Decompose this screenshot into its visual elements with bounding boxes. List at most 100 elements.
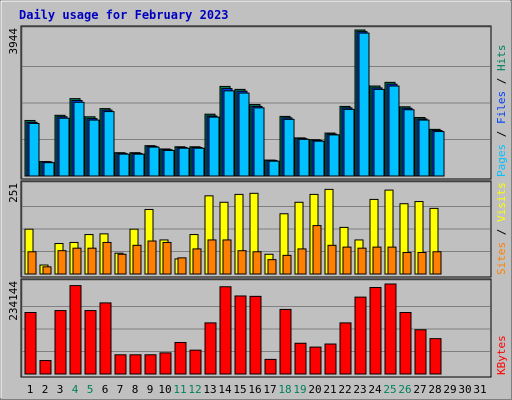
- bar-sites-16: [252, 251, 262, 275]
- bar-pages-2: [43, 162, 55, 177]
- x-tick-label: 3: [57, 383, 64, 396]
- bar-pages-18: [283, 118, 295, 177]
- bar-kbytes-1: [24, 311, 37, 375]
- bar-kbytes-28: [429, 338, 442, 375]
- legend-kbytes: KBytes: [495, 335, 508, 375]
- bar-sites-10: [162, 241, 172, 275]
- bar-kbytes-27: [414, 329, 427, 375]
- bar-sites-13: [207, 239, 217, 275]
- bar-pages-25: [388, 85, 400, 177]
- bar-kbytes-12: [189, 349, 202, 375]
- bar-kbytes-10: [159, 352, 172, 375]
- bar-kbytes-21: [324, 343, 337, 375]
- bar-pages-9: [148, 146, 160, 177]
- panel-kbytes: 234144 KBytes: [7, 278, 508, 378]
- legend-sites: Sites: [495, 242, 508, 275]
- bar-pages-22: [343, 108, 355, 177]
- panel-legend: KBytes: [495, 335, 508, 375]
- bar-pages-12: [193, 147, 205, 177]
- x-tick-label: 22: [338, 383, 351, 396]
- x-tick-label: 10: [158, 383, 171, 396]
- bar-sites-22: [342, 246, 352, 275]
- x-tick-label: 30: [458, 383, 471, 396]
- bar-sites-3: [57, 250, 67, 275]
- bar-kbytes-19: [294, 342, 307, 375]
- x-tick-label: 8: [132, 383, 139, 396]
- bar-sites-21: [327, 244, 337, 275]
- x-tick-label: 15: [233, 383, 246, 396]
- bar-pages-6: [103, 111, 115, 177]
- bar-kbytes-11: [174, 341, 187, 375]
- bar-pages-21: [328, 134, 340, 177]
- x-tick-label: 11: [173, 383, 186, 396]
- bar-kbytes-20: [309, 346, 322, 375]
- bar-sites-15: [237, 250, 247, 275]
- legend-separator: /: [495, 124, 508, 144]
- bar-sites-19: [297, 248, 307, 275]
- x-tick-label: 16: [248, 383, 261, 396]
- bar-pages-17: [268, 160, 280, 177]
- bar-pages-24: [373, 88, 385, 177]
- bar-kbytes-18: [279, 308, 292, 375]
- bar-sites-2: [42, 266, 52, 275]
- y-max-label: 251: [7, 183, 20, 203]
- bar-pages-16: [253, 107, 265, 177]
- x-tick-label: 28: [428, 383, 441, 396]
- bar-sites-25: [387, 246, 397, 275]
- x-tick-label: 4: [72, 383, 79, 396]
- bar-kbytes-6: [99, 302, 112, 375]
- bar-pages-28: [433, 131, 445, 177]
- bar-sites-1: [27, 251, 37, 275]
- bar-kbytes-14: [219, 286, 232, 375]
- x-tick-label: 31: [473, 383, 486, 396]
- legend-pages: Pages: [495, 144, 508, 177]
- bar-sites-27: [417, 251, 427, 275]
- bar-kbytes-26: [399, 311, 412, 375]
- bar-pages-10: [163, 149, 175, 177]
- bar-kbytes-16: [249, 295, 262, 375]
- bar-pages-20: [313, 140, 325, 177]
- bar-sites-17: [267, 259, 277, 275]
- bar-sites-8: [132, 244, 142, 275]
- bar-sites-11: [177, 257, 187, 275]
- bar-pages-19: [298, 138, 310, 177]
- bar-pages-27: [418, 119, 430, 177]
- x-tick-label: 20: [308, 383, 321, 396]
- x-tick-label: 19: [293, 383, 306, 396]
- bar-kbytes-17: [264, 358, 277, 375]
- bar-pages-5: [88, 119, 100, 177]
- panel-legend: Pages / Files / Hits: [495, 45, 508, 178]
- chart-title: Daily usage for February 2023: [19, 8, 229, 22]
- x-tick-label: 9: [147, 383, 154, 396]
- bar-sites-18: [282, 254, 292, 275]
- x-tick-label: 23: [353, 383, 366, 396]
- x-tick-label: 14: [218, 383, 232, 396]
- panel-visits-sites: 251 Sites / Visits: [7, 180, 508, 278]
- bar-pages-7: [118, 153, 130, 177]
- x-tick-label: 1: [27, 383, 34, 396]
- bar-pages-14: [223, 90, 235, 177]
- x-tick-label: 5: [87, 383, 94, 396]
- bar-kbytes-3: [54, 310, 67, 375]
- bar-pages-23: [358, 32, 370, 177]
- legend-separator: /: [495, 222, 508, 242]
- bar-kbytes-7: [114, 354, 127, 375]
- bar-sites-14: [222, 239, 232, 275]
- bar-kbytes-24: [369, 287, 382, 375]
- x-tick-label: 13: [203, 383, 216, 396]
- panel-legend: Sites / Visits: [495, 182, 508, 275]
- bar-kbytes-23: [354, 296, 367, 375]
- bar-sites-12: [192, 248, 202, 275]
- bar-sites-24: [372, 246, 382, 275]
- bar-pages-1: [28, 122, 40, 177]
- bar-kbytes-5: [84, 310, 97, 375]
- x-axis-labels: 1 2 3 4 5 6 7 8 9 10 11 12 13 14 15 16 17 18 19 20 21 22 23 24 2…: [27, 383, 487, 396]
- bar-kbytes-22: [339, 322, 352, 375]
- panel-hits-files-pages: 3944 Pages / Files / Hits: [7, 25, 508, 180]
- legend-separator: /: [495, 71, 508, 91]
- y-max-label: 3944: [7, 28, 20, 55]
- legend-files: Files: [495, 91, 508, 124]
- bar-kbytes-9: [144, 354, 157, 375]
- bar-sites-6: [102, 241, 112, 275]
